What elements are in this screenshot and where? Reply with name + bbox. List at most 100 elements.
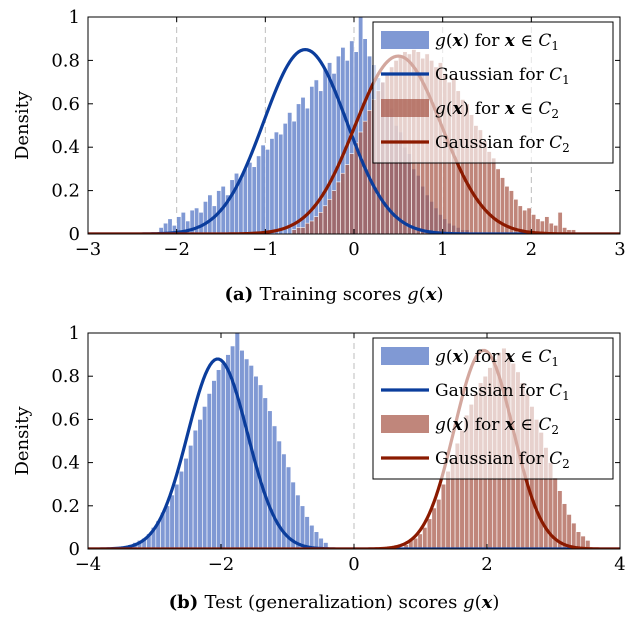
y-tick-label: 0 — [69, 539, 80, 560]
hist-bar — [256, 155, 262, 234]
hist-bar — [287, 112, 293, 234]
hist-bar — [304, 222, 310, 234]
hist-bar — [327, 198, 333, 234]
hist-bar — [194, 207, 200, 234]
legend-label: g(x) for x ∈ C2 — [435, 99, 559, 121]
x-tick-label: 1 — [437, 239, 448, 260]
legend-swatch — [381, 31, 429, 49]
y-axis-label: Density — [12, 90, 33, 160]
hist-bar — [313, 216, 319, 234]
hist-bar — [229, 179, 235, 234]
hist-bar — [571, 522, 577, 549]
hist-bar — [295, 494, 301, 549]
hist-bar — [296, 227, 302, 234]
hist-bar — [225, 354, 231, 549]
hist-bar — [412, 537, 419, 549]
hist-bar — [309, 220, 315, 234]
hist-bar — [526, 207, 532, 234]
x-tick-label: −2 — [163, 239, 190, 260]
hist-bar — [304, 516, 310, 549]
y-axis-label: Density — [12, 406, 33, 476]
hist-bar — [445, 470, 451, 549]
hist-bar — [570, 229, 576, 234]
hist-bar — [238, 177, 244, 234]
x-tick-label: −2 — [208, 554, 235, 575]
hist-bar — [239, 349, 245, 549]
hist-bar — [247, 162, 253, 234]
hist-bar — [267, 410, 273, 549]
x-tick-label: 0 — [348, 554, 359, 575]
hist-bar — [495, 168, 501, 234]
hist-bar — [257, 384, 264, 549]
histogram-1 — [127, 333, 329, 549]
hist-bar — [260, 144, 266, 234]
hist-bar — [251, 166, 257, 234]
legend-label: g(x) for x ∈ C1 — [435, 31, 559, 53]
y-tick-label: 1 — [69, 7, 80, 28]
hist-bar — [276, 440, 282, 549]
legend-swatch — [381, 347, 429, 365]
hist-bar — [491, 157, 497, 234]
x-tick-label: −4 — [75, 554, 102, 575]
hist-bar — [291, 120, 297, 234]
y-tick-label: 0.8 — [51, 366, 80, 387]
hist-bar — [206, 393, 212, 549]
y-tick-label: 0.4 — [51, 453, 80, 474]
hist-bar — [202, 406, 208, 549]
caption: (a) Training scores g(x) — [225, 284, 444, 305]
hist-bar — [566, 514, 572, 549]
y-tick-label: 0.2 — [51, 496, 80, 517]
hist-bar — [299, 505, 306, 549]
hist-bar — [426, 518, 433, 549]
legend-label: Gaussian for C1 — [435, 381, 570, 403]
hist-bar — [291, 229, 297, 234]
hist-bar — [207, 194, 213, 234]
legend: g(x) for x ∈ C1 Gaussian for C1 g(x) for x… — [372, 337, 614, 480]
x-tick-label: 2 — [526, 239, 537, 260]
hist-bar — [178, 470, 185, 549]
hist-bar — [300, 96, 306, 234]
hist-bar — [362, 120, 368, 234]
hist-bar — [273, 131, 279, 234]
hist-bar — [192, 429, 199, 549]
hist-bar — [431, 507, 437, 549]
chart-1: −3 −2 −1 0 1 2 3 0 0.2 0.4 0.6 0.8 1 Density g(x) for … — [12, 7, 626, 305]
x-tick-label: 4 — [614, 554, 625, 575]
hist-bar — [234, 333, 240, 549]
hist-bar — [278, 133, 284, 234]
y-tick-label: 0.4 — [51, 137, 80, 158]
hist-bar — [344, 164, 350, 234]
x-tick-label: −3 — [75, 239, 102, 260]
hist-bar — [296, 103, 302, 234]
legend-label: Gaussian for C2 — [435, 133, 570, 155]
hist-bar — [557, 212, 563, 234]
hist-bar — [436, 499, 442, 549]
hist-bar — [358, 131, 364, 234]
legend-swatch — [381, 99, 429, 117]
hist-bar — [544, 216, 550, 234]
hist-bar — [271, 425, 278, 549]
hist-bar — [486, 151, 492, 234]
hist-bar — [211, 380, 217, 549]
y-tick-label: 0.6 — [51, 94, 80, 115]
x-tick-label: −1 — [252, 239, 279, 260]
hist-bar — [353, 142, 359, 234]
hist-bar — [164, 505, 171, 549]
legend-label: g(x) for x ∈ C2 — [435, 415, 559, 437]
hist-bar — [417, 533, 423, 549]
hist-bar — [242, 168, 248, 234]
hist-bar — [340, 172, 346, 234]
legend-label: Gaussian for C2 — [435, 449, 570, 471]
hist-bar — [243, 358, 250, 549]
hist-bar — [216, 369, 222, 549]
hist-bar — [198, 212, 204, 234]
x-tick-label: 2 — [481, 554, 492, 575]
hist-bar — [262, 397, 268, 549]
hist-bar — [220, 362, 226, 549]
hist-bar — [331, 190, 337, 234]
hist-bar — [265, 149, 271, 234]
hist-bar — [318, 212, 324, 234]
hist-bar — [300, 227, 306, 234]
hist-bar — [335, 181, 341, 234]
hist-bar — [322, 205, 328, 234]
